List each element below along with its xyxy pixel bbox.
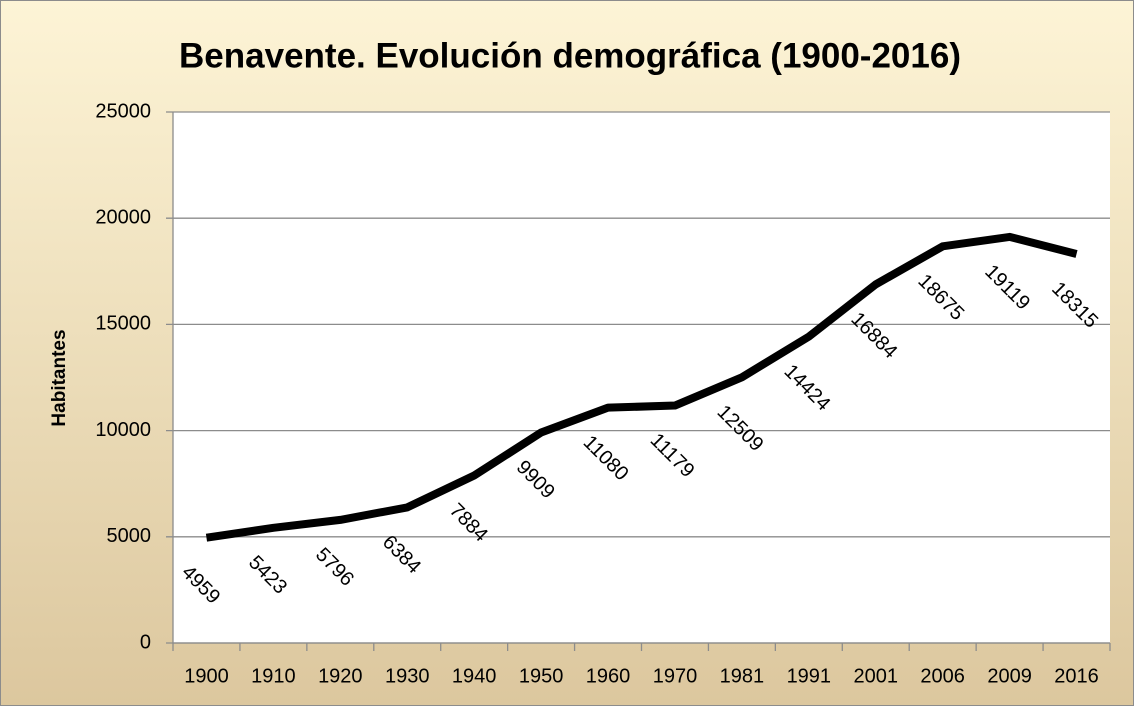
x-tick-label: 1970 <box>653 665 698 687</box>
y-tick-label: 20000 <box>95 206 151 228</box>
x-tick-label: 1920 <box>318 665 363 687</box>
x-tick-label: 1900 <box>184 665 229 687</box>
y-tick-label: 0 <box>140 631 151 653</box>
x-tick-label: 2016 <box>1054 665 1099 687</box>
plot-area <box>173 112 1110 643</box>
x-tick-label: 1981 <box>720 665 765 687</box>
y-tick-label: 5000 <box>107 525 152 547</box>
y-axis-label: Habitantes <box>49 329 70 426</box>
x-tick-label: 1940 <box>452 665 497 687</box>
x-tick-label: 1910 <box>251 665 296 687</box>
x-tick-label: 2001 <box>854 665 899 687</box>
x-tick-label: 2009 <box>987 665 1032 687</box>
chart-title: Benavente. Evolución demográfica (1900-2… <box>179 36 961 75</box>
x-tick-label: 1960 <box>586 665 631 687</box>
y-tick-label: 15000 <box>95 313 151 335</box>
x-tick-label: 1930 <box>385 665 430 687</box>
x-tick-label: 2006 <box>920 665 965 687</box>
y-tick-label: 10000 <box>95 419 151 441</box>
x-tick-label: 1950 <box>519 665 564 687</box>
x-tick-label: 1991 <box>787 665 832 687</box>
line <box>205 232 1078 542</box>
y-tick-label: 25000 <box>95 100 151 122</box>
